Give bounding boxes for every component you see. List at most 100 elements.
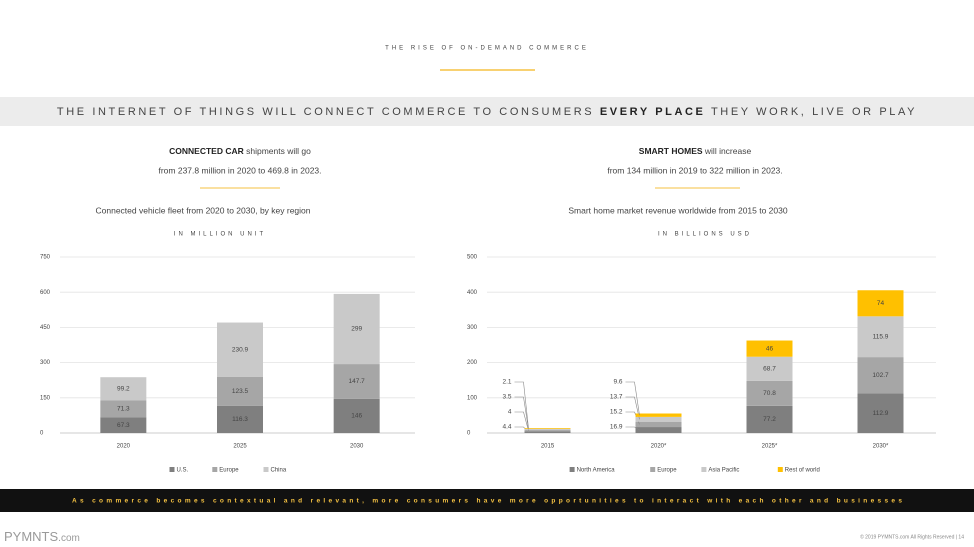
value-label: 4 (508, 409, 512, 416)
y-tick-label: 100 (467, 395, 478, 401)
panel-lead: CONNECTED CAR shipments will go (169, 146, 311, 156)
bar-segment (524, 431, 571, 433)
legend-swatch (263, 467, 269, 472)
legend-swatch (169, 467, 175, 472)
bar-segment (333, 293, 380, 365)
bar-segment (100, 377, 147, 401)
value-label: 77.2 (763, 416, 776, 423)
bar-segment (217, 322, 263, 377)
legend-label: Asia Pacific (708, 468, 739, 474)
logo-suffix: .com (58, 533, 80, 544)
bar-segment (635, 413, 682, 417)
value-label: 70.8 (763, 390, 776, 397)
value-label: 2.1 (502, 379, 511, 386)
y-tick-label: 300 (467, 325, 478, 331)
bar-segment (524, 428, 571, 431)
value-label: 123.5 (232, 388, 249, 395)
y-tick-label: 150 (40, 395, 51, 401)
bar-segment (857, 357, 904, 394)
panel-detail: from 237.8 million in 2020 to 469.8 in 2… (158, 165, 321, 175)
callout-line (514, 396, 529, 430)
bar-segment (100, 417, 147, 433)
value-label: 146 (351, 413, 362, 420)
legend-label: Rest of world (785, 468, 820, 474)
headline-bold: EVERY PLACE (600, 106, 706, 118)
banner-text: As commerce becomes contextual and relev… (72, 498, 902, 505)
bar-segment (524, 430, 571, 432)
value-label: 115.9 (873, 333, 889, 340)
legend-label: Europe (219, 468, 239, 474)
callout-line (514, 381, 529, 429)
x-tick-label: 2025* (762, 444, 778, 450)
bar-segment (635, 427, 682, 433)
headline: THE INTERNET OF THINGS WILL CONNECT COMM… (57, 106, 917, 118)
legend-swatch (650, 467, 656, 472)
bar-segment (100, 400, 147, 418)
panel-detail: from 134 million in 2019 to 322 million … (607, 165, 782, 175)
y-tick-label: 600 (40, 290, 51, 296)
legend-swatch (701, 467, 707, 472)
bar-segment (857, 316, 904, 358)
bar-segment (857, 393, 904, 433)
value-label: 99.2 (117, 386, 130, 393)
x-tick-label: 2030 (350, 444, 364, 450)
bar-segment (857, 290, 904, 317)
x-tick-label: 2025 (233, 444, 247, 450)
bar-segment (746, 380, 793, 406)
y-tick-label: 750 (40, 255, 51, 261)
value-label: 112.9 (873, 410, 889, 417)
value-label: 71.3 (117, 406, 130, 413)
legend-swatch (212, 467, 218, 472)
y-tick-label: 0 (467, 431, 471, 437)
headline-post: THEY WORK, LIVE OR PLAY (711, 106, 917, 118)
value-label: 3.5 (502, 394, 511, 401)
panel-text: shipments will go (246, 146, 311, 156)
bar-segment (333, 364, 380, 399)
value-label: 13.7 (610, 394, 623, 401)
value-label: 15.2 (610, 409, 623, 416)
callout-line (625, 426, 640, 431)
y-tick-label: 200 (467, 360, 478, 366)
legend-label: China (271, 468, 287, 474)
y-tick-label: 0 (40, 431, 44, 437)
value-label: 16.9 (610, 424, 623, 431)
legend-label: North America (577, 468, 616, 474)
y-tick-label: 300 (40, 360, 51, 366)
value-label: 230.9 (232, 346, 249, 353)
panel-highlight: CONNECTED CAR (169, 146, 244, 156)
copyright: © 2019 PYMNTS.com All Rights Reserved | … (860, 533, 964, 540)
callout-line (625, 396, 640, 420)
legend-swatch (777, 467, 783, 472)
bar-segment (217, 405, 263, 433)
x-tick-label: 2030* (873, 444, 889, 450)
value-label: 74 (877, 300, 885, 307)
logo-name: PYMNTS (4, 529, 59, 544)
value-label: 116.3 (232, 416, 248, 423)
value-label: 67.3 (117, 422, 130, 429)
panel-text: will increase (704, 146, 752, 156)
value-label: 9.6 (613, 379, 622, 386)
y-tick-label: 400 (467, 290, 478, 296)
legend-label: U.S. (177, 468, 189, 474)
bar-segment (746, 340, 793, 357)
value-label: 299 (351, 326, 362, 333)
bar-segment (635, 416, 682, 422)
bar-segment (217, 376, 263, 406)
bar-segment (524, 428, 571, 429)
value-label: 147.7 (349, 378, 366, 385)
legend-label: Europe (657, 468, 677, 474)
headline-band (0, 97, 974, 126)
value-label: 68.7 (763, 366, 776, 373)
bar-segment (635, 421, 682, 428)
chart-subtitle: IN MILLION UNIT (174, 232, 266, 238)
value-label: 46 (766, 345, 774, 352)
chart-subtitle: IN BILLIONS USD (658, 232, 752, 238)
banner (0, 489, 974, 512)
callout-line (514, 411, 529, 431)
bar-segment (746, 405, 793, 433)
panel-lead: SMART HOMES will increase (639, 146, 752, 156)
bar-segment (333, 398, 380, 433)
legend-swatch (569, 467, 575, 472)
